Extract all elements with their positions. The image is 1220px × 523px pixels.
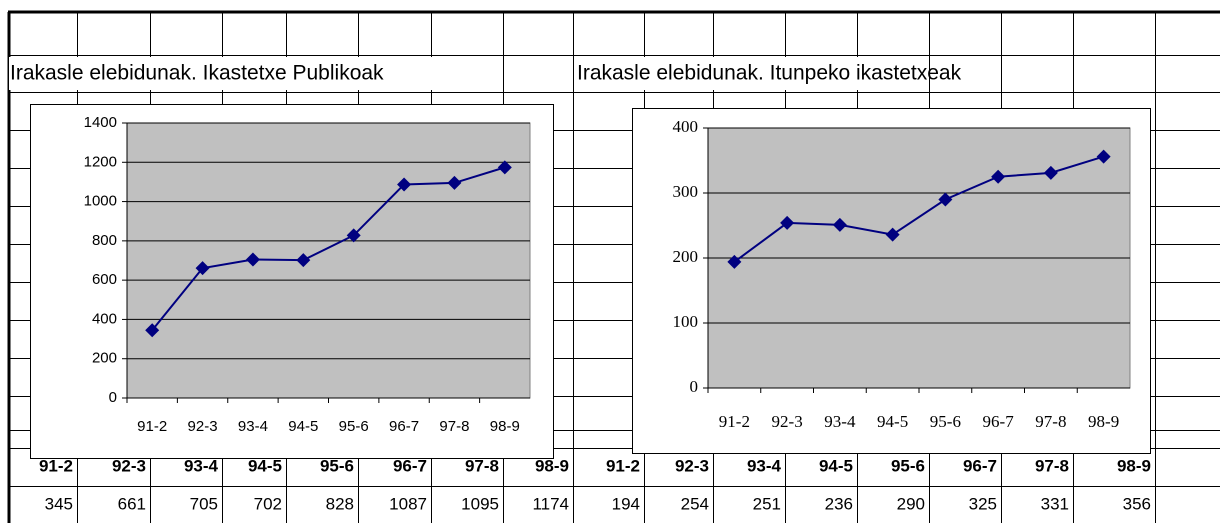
marker [780,215,795,230]
table-value: 1087 [389,494,427,513]
marker [447,175,462,190]
y-tick-label: 300 [673,182,699,201]
marker [832,217,847,232]
marker [397,177,412,192]
x-tick-label: 95-6 [339,418,369,435]
x-tick-label: 93-4 [824,412,856,431]
x-tick-label: 94-5 [288,418,318,435]
table-header: 91-2 [606,456,640,475]
y-tick-label: 1000 [84,193,117,210]
x-tick-label: 91-2 [137,418,167,435]
series-line [733,155,1104,263]
marker [296,253,311,268]
x-tick-label: 94-5 [877,412,908,431]
y-tick-label: 600 [92,271,117,288]
title-cell-bg [9,57,497,90]
table-header: 97-8 [465,456,499,475]
x-tick-label: 93-4 [238,418,268,435]
marker [991,169,1006,184]
table-header: 97-8 [1035,456,1069,475]
marker [938,192,953,207]
table-value: 1095 [461,494,499,513]
table-value: 251 [753,494,781,513]
x-tick-label: 95-6 [930,412,961,431]
table-header: 95-6 [320,456,354,475]
table-header: 94-5 [248,456,282,475]
table-header: 94-5 [819,456,853,475]
x-tick-label: 92-3 [772,412,803,431]
marker [727,254,742,269]
x-tick-label: 92-3 [188,418,218,435]
marker [145,323,160,338]
y-tick-label: 0 [109,389,117,406]
table-value: 194 [612,494,640,513]
marker [885,227,900,242]
marker [1096,149,1111,164]
table-header: 98-9 [535,456,569,475]
x-tick-label: 96-7 [389,418,419,435]
table-value: 828 [326,494,354,513]
table-value: 290 [897,494,925,513]
table-value: 236 [825,494,853,513]
x-tick-label: 91-2 [719,412,750,431]
series-line [151,166,506,331]
table-value: 661 [118,494,146,513]
table-header: 98-9 [1117,456,1151,475]
marker [497,160,512,175]
x-tick-label: 98-9 [1088,412,1119,431]
table-header: 96-7 [393,456,427,475]
table-value: 331 [1041,494,1069,513]
table-header: 93-4 [184,456,219,475]
x-tick-label: 96-7 [983,412,1015,431]
x-tick-label: 97-8 [439,418,469,435]
table-value: 254 [681,494,709,513]
table-header: 92-3 [675,456,709,475]
chart-title: Irakasle elebidunak. Ikastetxe Publikoak [10,62,384,85]
table-value: 705 [190,494,218,513]
title-cell-bg [576,57,906,90]
x-tick-label: 97-8 [1035,412,1066,431]
y-tick-label: 200 [673,247,699,266]
table-header: 96-7 [963,456,997,475]
y-tick-label: 400 [673,117,699,136]
y-tick-label: 100 [673,312,699,331]
y-tick-label: 800 [92,232,117,249]
x-tick-label: 98-9 [490,418,520,435]
y-tick-label: 200 [92,350,117,367]
table-header: 93-4 [747,456,782,475]
table-value: 325 [969,494,997,513]
y-tick-label: 400 [92,310,117,327]
marker [1043,165,1058,180]
y-tick-label: 1200 [84,153,117,170]
marker [245,252,260,267]
table-header: 92-3 [112,456,146,475]
table-header: 95-6 [891,456,925,475]
y-tick-label: 0 [690,377,699,396]
table-value: 1174 [532,494,569,513]
chart-title: Irakasle elebidunak. Itunpeko ikastetxea… [577,62,962,85]
marker [195,261,210,276]
y-tick-label: 1400 [84,114,117,131]
plot-area [126,122,531,399]
table-header: 91-2 [39,456,73,475]
table-value: 356 [1123,494,1151,513]
marker [346,228,361,243]
table-value: 702 [254,494,282,513]
table-value: 345 [45,494,73,513]
